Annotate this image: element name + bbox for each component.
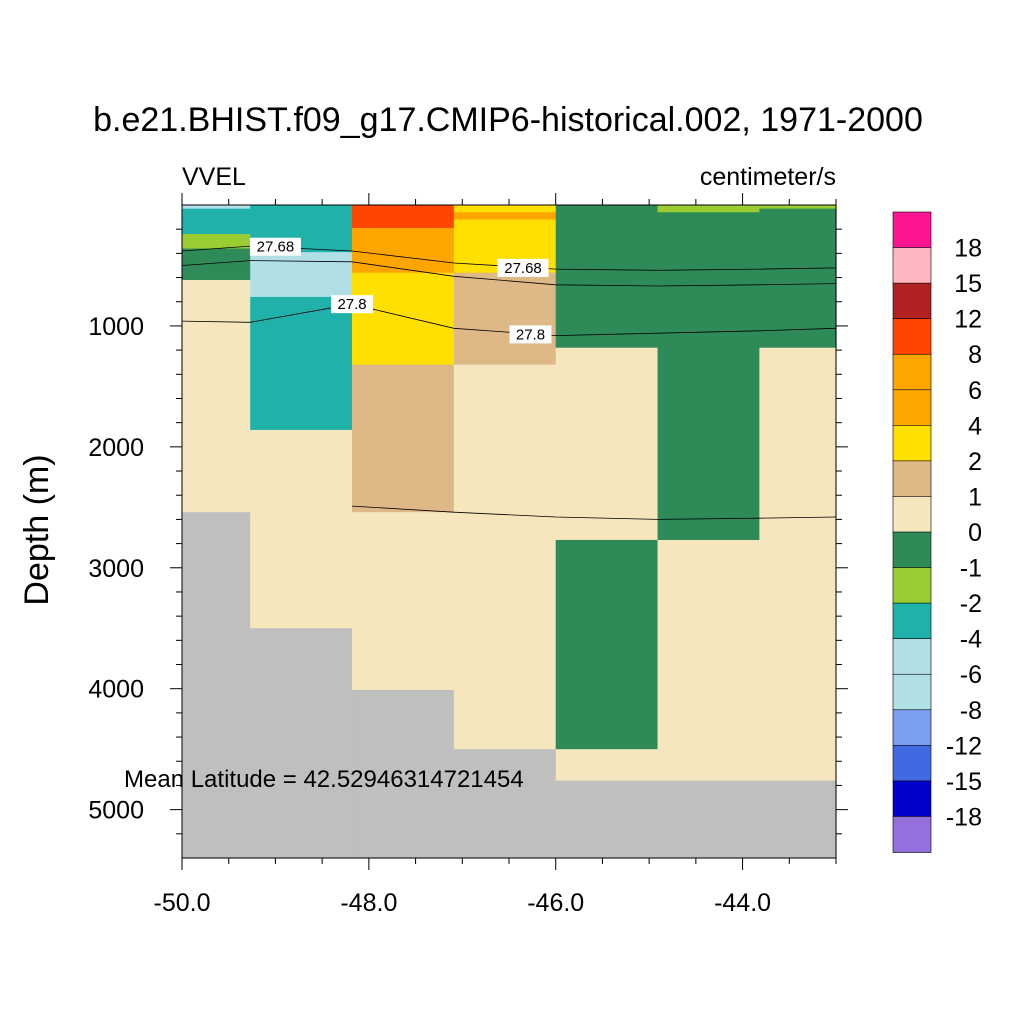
contour-label-0: 27.68: [257, 239, 295, 256]
heatmap-cell-27: [555, 780, 659, 859]
mean-latitude-annotation: Mean Latitude = 42.52946314721454: [124, 766, 524, 793]
colorbar-label-16: -18: [946, 803, 982, 831]
heatmap-cell-18: [453, 212, 557, 221]
heatmap-cell-33: [759, 208, 837, 349]
colorbar-label-14: -12: [946, 732, 982, 760]
colorbar-swatch-16: [892, 780, 932, 818]
colorbar-swatch-5: [892, 389, 932, 427]
contour-label-2: 27.8: [337, 296, 366, 313]
colorbar-swatch-1: [892, 247, 932, 284]
heatmap-cell-20: [453, 272, 557, 366]
variable-label: VVEL: [182, 163, 246, 191]
y-tick-label-2: 3000: [88, 555, 144, 583]
colorbar-label-15: -15: [946, 768, 982, 796]
colorbar-label-2: 12: [954, 306, 982, 334]
colorbar-swatch-14: [892, 709, 932, 747]
heatmap-cells: [182, 205, 837, 859]
heatmap-cell-5: [182, 512, 251, 859]
heatmap-cell-22: [453, 749, 557, 859]
heatmap-cell-7: [250, 252, 353, 298]
heatmap-cell-28: [657, 205, 760, 213]
plot-axes: -50.0 -48.0 -46.0 -44.0 1000 2000 3000 4000 5000: [88, 193, 848, 917]
colorbar-swatch-10: [892, 567, 932, 604]
heatmap-cell-2: [182, 234, 251, 250]
heatmap-cell-17: [453, 205, 557, 213]
units-label: centimeter/s: [700, 163, 836, 191]
contour-line-1: [181, 260, 837, 287]
x-tick-label-0: -50.0: [154, 889, 211, 917]
colorbar-swatch-13: [892, 673, 932, 711]
contour-line-2: [181, 303, 837, 337]
heatmap-cell-34: [759, 347, 837, 782]
x-tick-label-2: -46.0: [527, 889, 584, 917]
y-tick-label-1: 2000: [88, 434, 144, 462]
colorbar-label-6: 2: [968, 448, 982, 476]
colorbar-swatch-6: [892, 425, 932, 462]
colorbar-swatch-2: [892, 282, 932, 320]
heatmap-cell-13: [352, 272, 455, 366]
heatmap-cell-4: [182, 279, 251, 513]
colorbar-label-13: -8: [960, 697, 982, 725]
contour-label-bg-0: [249, 237, 301, 256]
heatmap-cell-14: [352, 364, 455, 513]
heatmap-cell-1: [182, 208, 251, 235]
heatmap-cell-25: [555, 539, 659, 750]
colorbar-label-7: 1: [968, 483, 982, 511]
colorbar-swatch-0: [892, 211, 932, 249]
colorbar-swatch-12: [892, 638, 932, 676]
contour-line-3: [351, 505, 837, 520]
contour-label-bg-3: [509, 325, 552, 344]
x-tick-label-1: -48.0: [340, 889, 397, 917]
colorbar-label-3: 8: [968, 341, 982, 369]
colorbar-label-12: -6: [960, 661, 982, 689]
y-axis-label: Depth (m): [18, 454, 56, 605]
contour-label-3: 27.8: [516, 326, 545, 343]
colorbar-swatch-9: [892, 531, 932, 569]
colorbar-label-0: 18: [954, 235, 982, 263]
colorbar-label-1: 15: [954, 270, 982, 298]
y-tick-label-0: 1000: [88, 313, 144, 341]
y-tick-label-3: 4000: [88, 676, 144, 704]
colorbar-swatch-17: [892, 816, 932, 853]
colorbar-label-10: -2: [960, 590, 982, 618]
contour-label-1: 27.68: [504, 260, 542, 277]
colorbar-label-5: 4: [968, 412, 982, 440]
heatmap-cell-30: [657, 539, 760, 782]
colorbar-swatch-11: [892, 602, 932, 640]
heatmap-cell-8: [250, 296, 353, 431]
colorbar-swatch-8: [892, 496, 932, 533]
colorbar-swatch-4: [892, 353, 932, 391]
heatmap-cell-24: [555, 347, 659, 541]
colorbar-label-9: -1: [960, 555, 982, 583]
colorbar-label-4: 6: [968, 377, 982, 405]
colorbar-swatch-7: [892, 460, 932, 498]
colorbar-label-11: -4: [960, 626, 982, 654]
heatmap-cell-11: [352, 205, 455, 229]
heatmap-cell-15: [352, 512, 455, 691]
colorbar-swatch-15: [892, 745, 932, 782]
heatmap-cell-35: [759, 780, 837, 859]
colorbar: 18 15 12 8 6 4 2 1 0 -1 -2 -4 -6 -8 -12 -15 -18: [892, 211, 982, 853]
chart-title: b.e21.BHIST.f09_g17.CMIP6-historical.002…: [93, 101, 923, 139]
heatmap-cell-21: [453, 364, 557, 750]
heatmap-cell-16: [352, 689, 455, 859]
colorbar-swatch-3: [892, 318, 932, 356]
heatmap-cell-9: [250, 429, 353, 629]
contour-label-bg-2: [331, 295, 374, 314]
heatmap-cell-29: [657, 212, 760, 541]
contour-label-bg-1: [497, 258, 549, 277]
x-tick-label-3: -44.0: [714, 889, 771, 917]
heatmap-cell-26: [555, 749, 659, 782]
heatmap-cell-31: [657, 780, 760, 859]
y-tick-label-4: 5000: [88, 797, 144, 825]
heatmap-cell-10: [250, 628, 353, 859]
contour-labels: 27.68 27.68 27.8 27.8: [249, 237, 552, 344]
colorbar-label-8: 0: [968, 519, 982, 547]
heatmap-cell-32: [759, 205, 837, 210]
heatmap-cell-12: [352, 227, 455, 274]
heatmap-cell-23: [555, 205, 659, 349]
heatmap-cell-0: [182, 205, 251, 210]
